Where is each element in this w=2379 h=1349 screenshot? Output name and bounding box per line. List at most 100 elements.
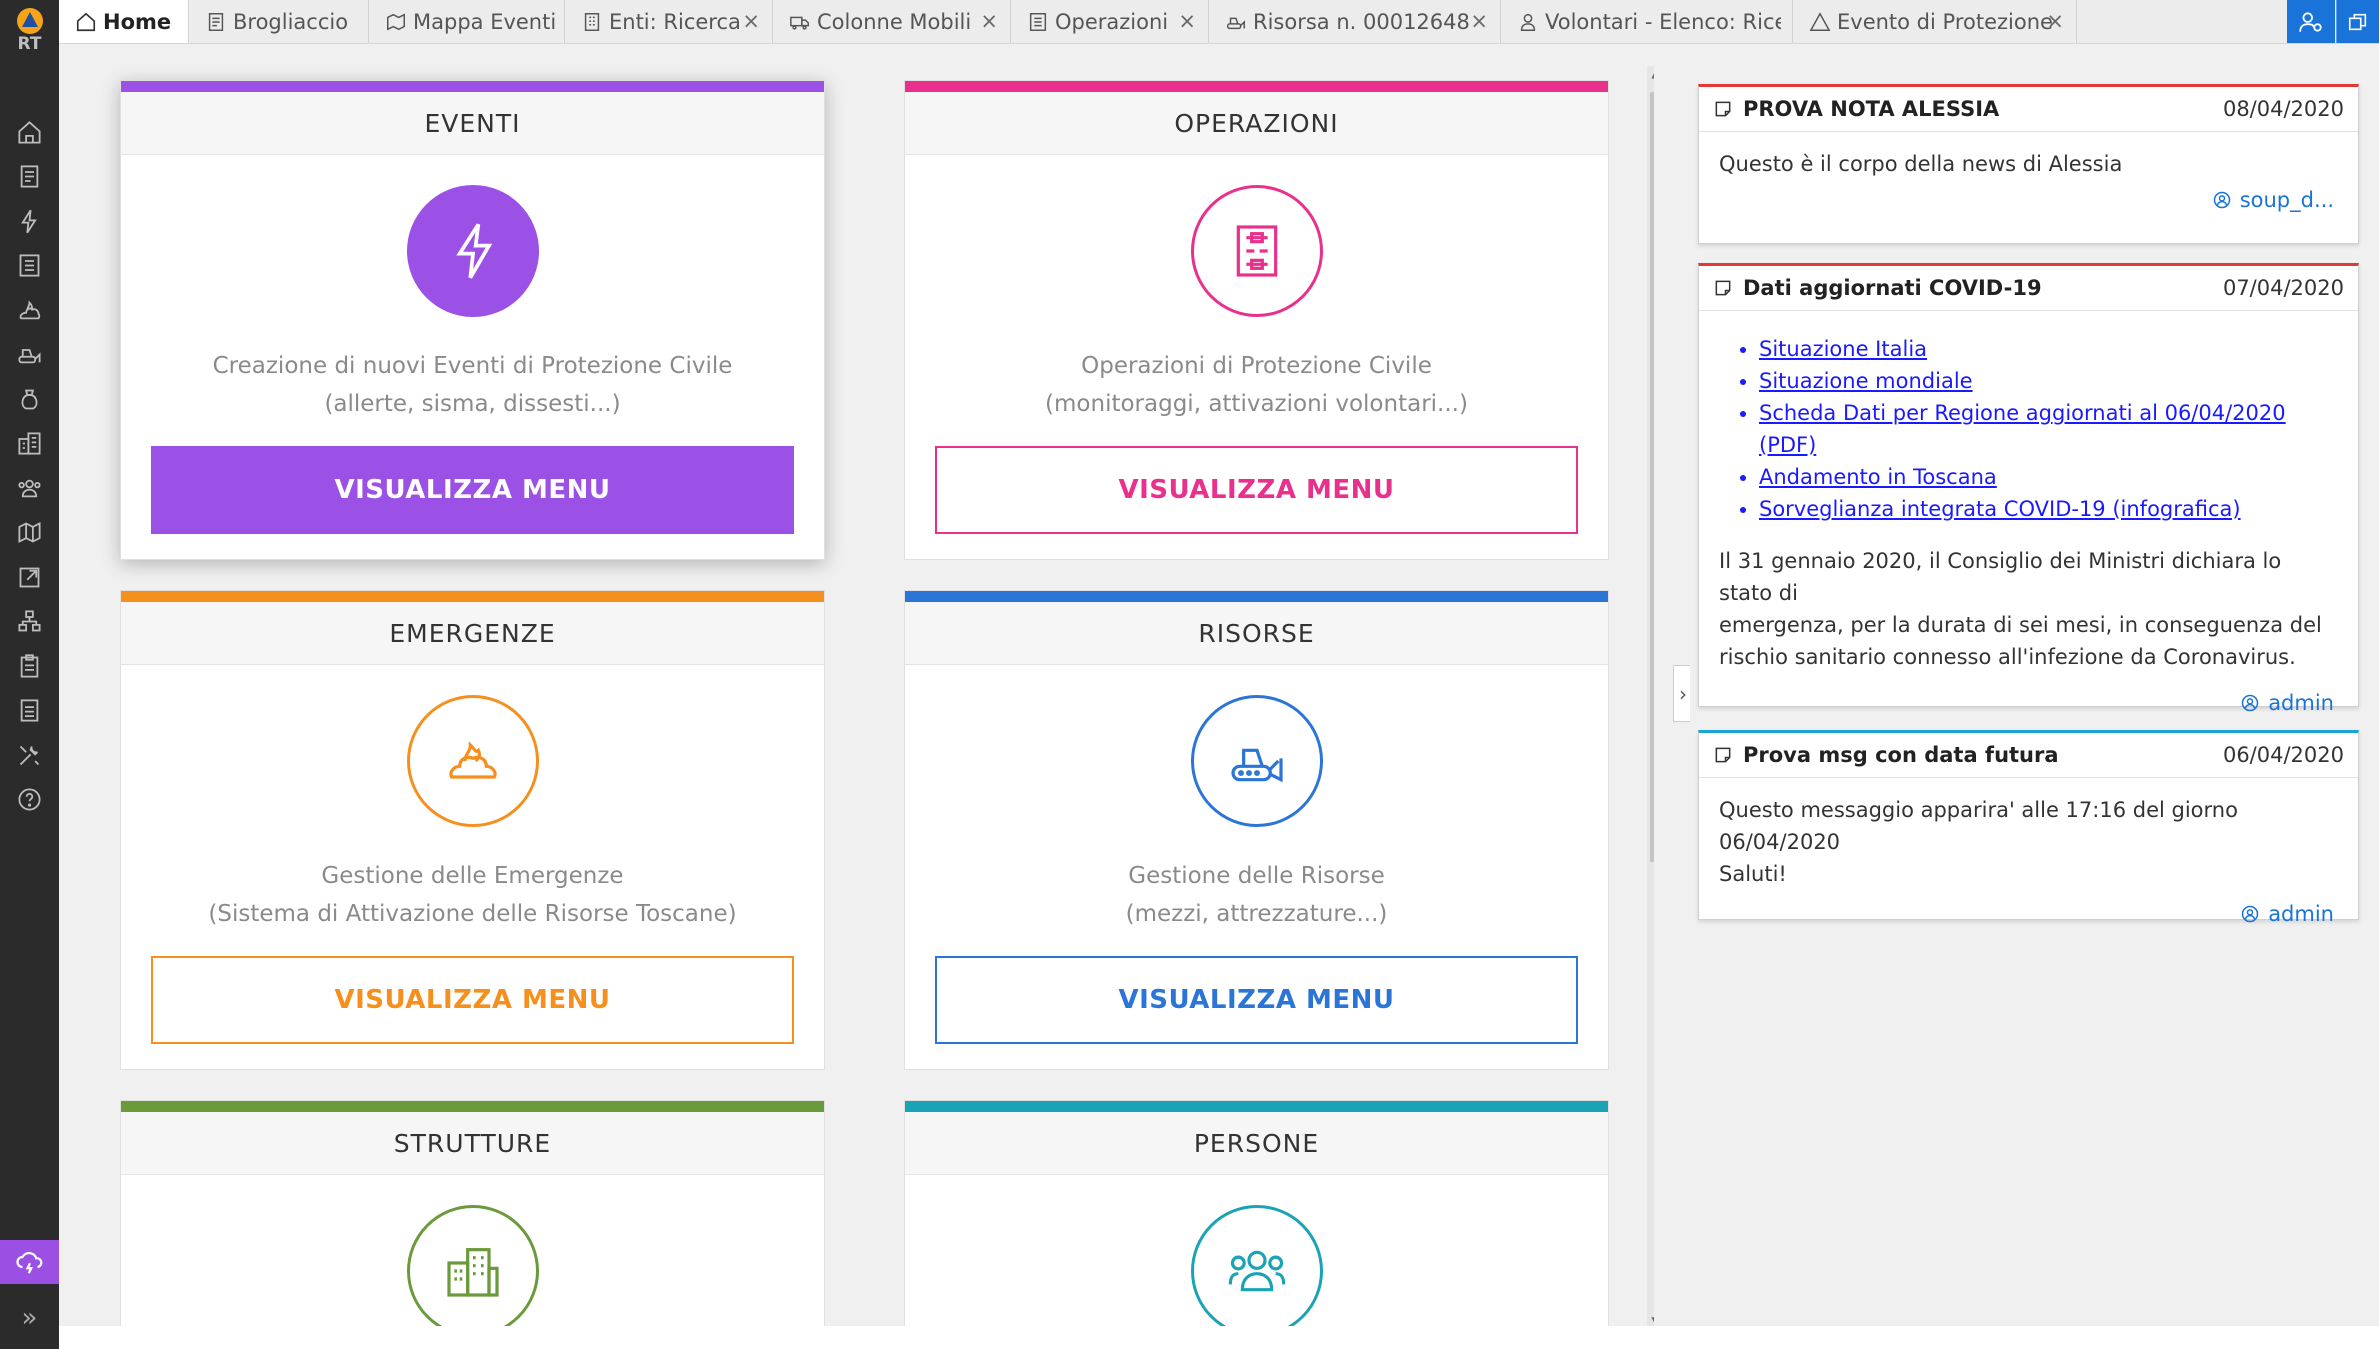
news-text-line: Questo messaggio apparira' alle 17:16 de… [1719,798,2238,854]
news-date: 06/04/2020 [2222,743,2344,767]
tab-label: Evento di Protezione Civi… [1837,9,2059,34]
tools-icon [19,745,40,765]
card-desc-line: Gestione delle Risorse [1128,863,1385,889]
warning-icon [1809,11,1831,31]
scrollbar-thumb[interactable] [1650,92,1654,862]
news-link[interactable]: Situazione mondiale [1759,365,2338,397]
news-link[interactable]: Scheda Dati per Regione aggiornati al 06… [1759,397,2338,461]
news-header: Dati aggiornati COVID-19 07/04/2020 [1699,266,2358,311]
visualizza-menu-button[interactable]: VISUALIZZA MENU [935,446,1578,534]
tab-risorsa[interactable]: Risorsa n. 00012648 × [1209,0,1501,43]
fire-icon [19,300,41,320]
document-icon [208,12,224,31]
sidebar-item-home[interactable] [0,110,59,155]
app-logo: RT [0,6,59,76]
export-icon [19,567,40,588]
tab-label: Enti: Ricerca [609,9,741,34]
sidebar-item-brogliaccio[interactable] [0,155,59,200]
tab-home[interactable]: Home [59,0,189,43]
bottom-bar [59,1326,2379,1349]
sidebar-item-persone[interactable] [0,466,59,511]
user-settings-button[interactable] [2287,0,2335,43]
close-tab-icon[interactable]: × [1178,9,1196,33]
news-date: 07/04/2020 [2222,276,2344,300]
news-link[interactable]: Situazione Italia [1759,333,2338,365]
tab-label: Operazioni [1055,9,1169,34]
tab-mappa-eventi[interactable]: Mappa Eventi [369,0,565,43]
sidebar-item-export[interactable] [0,555,59,600]
sidebar-nav [0,110,59,822]
tab-brogliaccio[interactable]: Brogliaccio [189,0,369,43]
tab-evento[interactable]: Evento di Protezione Civi… × [1793,0,2077,43]
sidebar-item-clipboard[interactable] [0,644,59,689]
news-author[interactable]: admin [1699,691,2358,715]
news-body: Situazione Italia Situazione mondiale Sc… [1699,311,2358,673]
sidebar-item-tools[interactable] [0,733,59,778]
news-text-line: Il 31 gennaio 2020, il Consiglio dei Min… [1719,549,2282,605]
person-icon [1520,13,1536,31]
sidebar-item-risorse[interactable] [0,333,59,378]
scroll-up-icon[interactable]: ▲ [1647,66,1654,80]
news-author-name: admin [2268,902,2334,926]
card-desc-line: (Sistema di Attivazione delle Risorse To… [208,901,737,927]
news-author[interactable]: admin [1699,902,2358,926]
close-tab-icon[interactable]: × [2046,9,2064,33]
news-header: Prova msg con data futura 06/04/2020 [1699,733,2358,778]
report-icon [20,699,39,722]
tab-label: Mappa Eventi [413,9,557,34]
card-description: Creazione di nuovi Eventi di Protezione … [121,347,824,423]
close-tab-icon[interactable]: × [1470,9,1488,33]
bulldozer-icon [18,349,41,364]
home-icon [76,12,96,31]
visualizza-menu-button[interactable]: VISUALIZZA MENU [151,446,794,534]
lightning-icon [406,185,539,317]
news-link-list: Situazione Italia Situazione mondiale Sc… [1719,333,2338,525]
sidebar-item-operazioni[interactable] [0,244,59,289]
buildings-icon [18,432,41,455]
tab-operazioni[interactable]: Operazioni × [1011,0,1209,43]
sidebar-item-strutture[interactable] [0,422,59,467]
sidebar-item-eventi[interactable] [0,199,59,244]
visualizza-menu-button[interactable]: VISUALIZZA MENU [151,956,794,1044]
card-desc-line: Gestione delle Emergenze [321,863,624,889]
news-link[interactable]: Andamento in Toscana [1759,461,2338,493]
news-title: Prova msg con data futura [1743,743,2059,767]
weather-button[interactable] [0,1240,59,1284]
card-desc-line: (monitoraggi, attivazioni volontari...) [1045,391,1468,417]
tab-colonne-mobili[interactable]: Colonne Mobili × [773,0,1011,43]
main-scrollbar[interactable]: ▲ ▼ [1647,66,1654,1326]
expand-sidebar-button[interactable]: » [21,1303,38,1333]
sidebar-item-report[interactable] [0,689,59,734]
network-icon [18,610,41,632]
sidebar-item-mappa[interactable] [0,511,59,556]
visualizza-menu-button[interactable]: VISUALIZZA MENU [935,956,1578,1044]
sidebar-item-network[interactable] [0,600,59,645]
tab-enti-ricerca[interactable]: Enti: Ricerca × [565,0,773,43]
close-tab-icon[interactable]: × [742,9,760,33]
news-author[interactable]: soup_d... [1699,188,2358,212]
help-icon [18,788,41,811]
user-gear-icon [2299,11,2322,32]
news-link[interactable]: Sorveglianza integrata COVID-19 (infogra… [1759,493,2338,525]
card-title: STRUTTURE [121,1112,824,1175]
map-icon [387,12,405,31]
bag-icon [21,389,38,410]
close-tab-icon[interactable]: × [980,9,998,33]
news-item: Prova msg con data futura 06/04/2020 Que… [1698,730,2359,926]
scroll-down-icon[interactable]: ▼ [1647,1314,1654,1326]
news-item: Dati aggiornati COVID-19 07/04/2020 Situ… [1698,263,2359,715]
map-icon [18,522,41,544]
card-operazioni: OPERAZIONI Operazioni di Protezione Civi… [904,80,1609,560]
operations-icon [1190,185,1323,317]
document-icon [20,165,39,188]
news-author-name: soup_d... [2239,188,2334,212]
news-text-line: Saluti! [1719,862,1787,886]
sidebar-item-bag[interactable] [0,377,59,422]
operations-icon [1029,12,1047,31]
sidebar-item-emergenze[interactable] [0,288,59,333]
card-accent [905,81,1608,92]
fire-cloud-icon [406,695,539,827]
sidebar-item-help[interactable] [0,778,59,823]
tab-volontari[interactable]: Volontari - Elenco: Ricer… [1501,0,1793,43]
window-button[interactable] [2336,0,2379,43]
